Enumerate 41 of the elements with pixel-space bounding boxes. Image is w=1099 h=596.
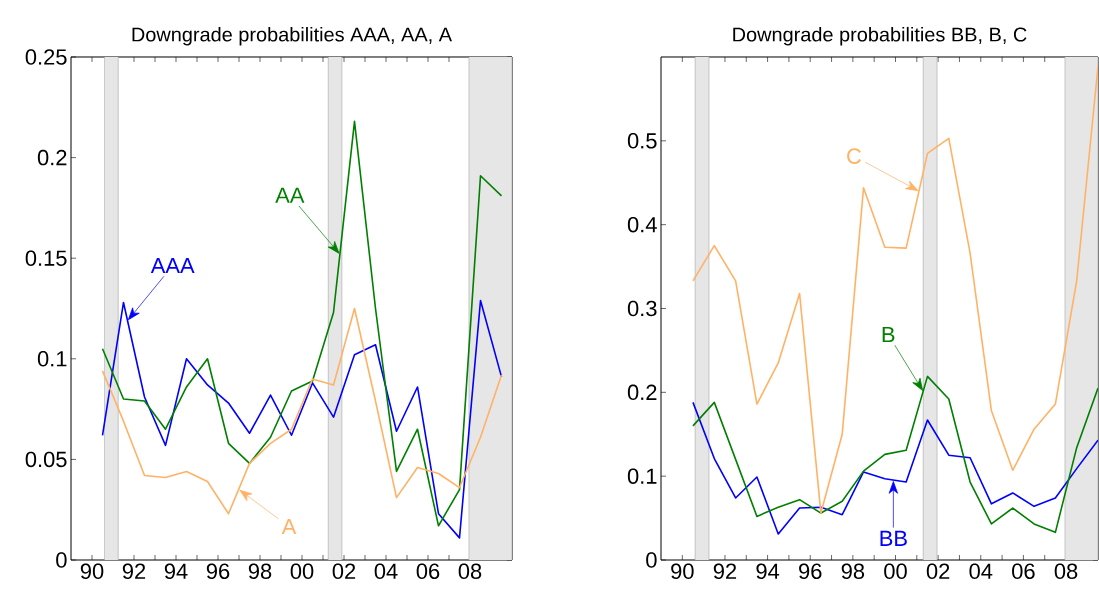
y-tick-label: 0.15 xyxy=(25,250,67,266)
x-tick-label: 94 xyxy=(164,563,188,580)
chart-title: Downgrade probabilities AAA, AA, A xyxy=(132,26,452,46)
x-tick-label: 94 xyxy=(756,563,780,580)
y-tick-label: 0.3 xyxy=(627,300,657,317)
annotation: A xyxy=(281,519,297,535)
x-tick-label: 02 xyxy=(332,563,356,580)
y-tick-label: 0.05 xyxy=(25,451,67,468)
x-tick-label: 98 xyxy=(248,563,272,580)
annotation: B xyxy=(882,326,895,343)
y-tick-label: 0 xyxy=(646,552,657,568)
x-tick-label: 08 xyxy=(458,563,482,580)
y-tick-label: 0.1 xyxy=(627,468,657,484)
x-tick-label: 04 xyxy=(374,563,398,580)
annotation: AAA xyxy=(150,258,195,274)
x-tick-label: 06 xyxy=(416,563,440,580)
x-tick-label: 92 xyxy=(122,563,146,580)
annotation: AA xyxy=(275,187,305,203)
y-tick-label: 0 xyxy=(56,552,67,568)
x-tick-label: 04 xyxy=(969,563,993,580)
chart-title: Downgrade probabilities BB, B, C xyxy=(733,26,1027,46)
line-series xyxy=(692,65,1099,514)
x-tick-label: 90 xyxy=(671,563,694,580)
y-tick-label: 0.25 xyxy=(25,49,67,65)
annotation: C xyxy=(847,148,862,164)
x-tick-label: 96 xyxy=(206,563,230,580)
x-tick-label: 00 xyxy=(290,563,314,580)
x-tick-label: 06 xyxy=(1012,563,1035,580)
x-tick-label: 90 xyxy=(80,563,104,580)
x-tick-label: 00 xyxy=(884,563,907,580)
x-tick-label: 08 xyxy=(1054,563,1078,580)
x-tick-label: 98 xyxy=(841,563,865,580)
x-tick-label: 92 xyxy=(713,563,737,580)
x-tick-label: 96 xyxy=(799,563,822,580)
x-tick-label: 02 xyxy=(926,563,950,580)
annotation: BB xyxy=(880,530,907,546)
y-tick-label: 0.2 xyxy=(627,384,657,401)
y-tick-label: 0.4 xyxy=(627,216,657,233)
y-tick-label: 0.5 xyxy=(627,133,657,149)
y-tick-label: 0.1 xyxy=(37,351,67,367)
y-tick-label: 0.2 xyxy=(37,149,67,166)
